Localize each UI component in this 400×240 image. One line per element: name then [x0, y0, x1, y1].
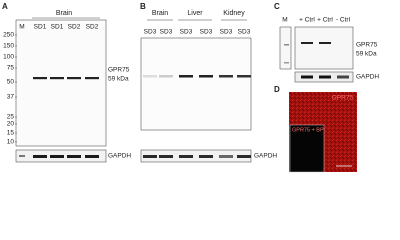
figure: A Brain GPR75 59 kDa GAPDH M SD1 SD1 SD2 SD2… — [2, 2, 379, 173]
control-label: GAPDH — [356, 74, 379, 81]
band — [85, 77, 99, 80]
lane-label: + Ctrl — [299, 17, 315, 24]
gapdh-band — [50, 155, 64, 158]
band — [301, 42, 313, 44]
marker-band — [284, 44, 289, 46]
group-label: Kidney — [223, 10, 245, 17]
marker-label: 150 — [3, 43, 14, 50]
panel-label: B — [140, 2, 146, 11]
band — [199, 75, 213, 78]
lane-label: + Ctrl — [317, 17, 333, 24]
gapdh-blot — [140, 149, 252, 163]
lane-label: SD3 — [180, 29, 193, 36]
lane-label: SD3 — [144, 29, 157, 36]
band — [50, 77, 64, 80]
target-label: GPR75 — [356, 42, 378, 49]
lane-label: SD2 — [68, 24, 81, 31]
size-label: 59 kDa — [108, 76, 129, 83]
marker-label: 75 — [7, 65, 15, 72]
lane-label: SD1 — [51, 24, 64, 31]
marker-label: 250 — [3, 32, 14, 39]
inset-image — [289, 124, 325, 173]
marker-band — [19, 155, 25, 157]
group-label: Liver — [187, 10, 203, 17]
blot — [15, 19, 107, 147]
lane-label: M — [282, 17, 287, 24]
gapdh-band — [219, 155, 233, 158]
panel-label: A — [2, 2, 8, 11]
marker-label: 25 — [7, 114, 15, 121]
lane-label: SD3 — [238, 29, 251, 36]
band — [237, 75, 251, 78]
marker-blot — [279, 26, 292, 70]
panel-label: D — [274, 85, 280, 94]
lane-label: SD2 — [86, 24, 99, 31]
marker-label: 15 — [7, 130, 15, 137]
inset-label: GPR75 + BP — [292, 127, 324, 133]
control-label: GAPDH — [108, 153, 131, 160]
stain-label: GPR75 — [332, 95, 354, 102]
lane-label: - Ctrl — [336, 17, 351, 24]
size-label: 59 kDa — [356, 51, 377, 58]
gapdh-band — [33, 155, 47, 158]
marker-label: 50 — [7, 79, 15, 86]
gapdh-band — [159, 155, 173, 158]
marker-label: 20 — [7, 121, 15, 128]
gapdh-band — [319, 75, 331, 79]
lane-label: SD3 — [220, 29, 233, 36]
lane-label: SD3 — [200, 29, 213, 36]
marker-label: 10 — [7, 139, 15, 146]
band — [33, 77, 47, 80]
band — [159, 75, 173, 78]
band — [319, 42, 331, 44]
band — [179, 75, 193, 78]
gapdh-band — [237, 155, 251, 158]
gapdh-band — [337, 75, 349, 79]
band — [67, 77, 81, 80]
gapdh-band — [301, 75, 313, 79]
band — [143, 75, 157, 78]
gapdh-band — [85, 155, 99, 158]
lane-label: SD3 — [160, 29, 173, 36]
marker-label: 100 — [3, 54, 14, 61]
gapdh-band — [67, 155, 81, 158]
blot — [294, 26, 354, 70]
gapdh-band — [143, 155, 157, 158]
gapdh-band — [179, 155, 193, 158]
blot — [140, 37, 252, 131]
marker-label: 37 — [7, 94, 15, 101]
target-label: GPR75 — [108, 67, 130, 74]
marker-band — [284, 62, 289, 64]
lane-label: M — [19, 24, 24, 31]
gapdh-band — [199, 155, 213, 158]
panel-label: C — [274, 2, 280, 11]
group-label: Brain — [152, 10, 168, 17]
group-label: Brain — [56, 10, 72, 17]
band — [219, 75, 233, 78]
lane-label: SD1 — [34, 24, 47, 31]
control-label: GAPDH — [254, 153, 277, 160]
